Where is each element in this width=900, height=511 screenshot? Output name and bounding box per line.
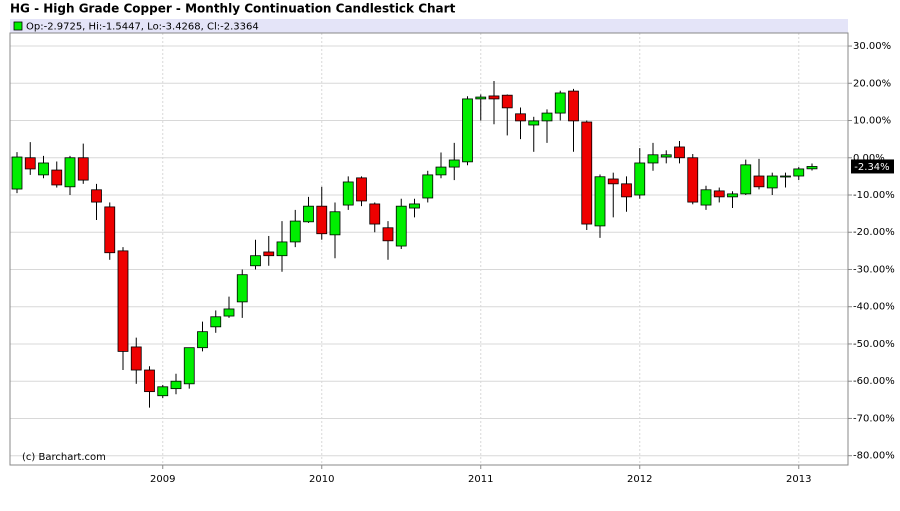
x-tick-label: 2013 — [786, 474, 811, 485]
candle-body — [104, 206, 116, 254]
candle-body — [223, 308, 235, 317]
candle-body — [197, 331, 208, 349]
candle-body — [541, 112, 553, 122]
y-tick-label: 30.00% — [853, 41, 891, 52]
x-tick-label: 2010 — [309, 474, 334, 485]
candle-body — [713, 190, 725, 198]
candle-body — [700, 189, 712, 206]
candle-body — [647, 154, 659, 164]
candle-body — [157, 386, 169, 397]
candle-body — [621, 183, 632, 198]
candle-body — [462, 98, 473, 163]
candle-body — [634, 162, 646, 196]
candle-body — [660, 154, 672, 158]
y-tick-label: -80.00% — [853, 451, 895, 462]
candle-body — [77, 157, 89, 181]
candle-body — [170, 380, 182, 390]
x-tick-label: 2009 — [150, 474, 175, 485]
y-tick-label: 20.00% — [853, 78, 891, 89]
candle-body — [607, 178, 619, 185]
candle-body — [289, 220, 301, 243]
y-tick-label: -30.00% — [853, 264, 895, 275]
candle-body — [594, 176, 606, 227]
candle-body — [753, 175, 765, 188]
candles — [11, 81, 818, 408]
candle-body — [780, 175, 791, 178]
y-tick-label: -10.00% — [853, 190, 895, 201]
candle-body — [263, 251, 275, 257]
candle-body — [674, 146, 685, 159]
candle-body — [130, 346, 142, 371]
candle-body — [236, 274, 248, 303]
candle-body — [727, 193, 738, 198]
x-tick-label: 2011 — [468, 474, 493, 485]
candle-body — [554, 92, 566, 114]
candle-body — [422, 174, 434, 199]
candle-body — [475, 96, 487, 100]
candle-body — [38, 162, 49, 176]
y-tick-label: -70.00% — [853, 413, 895, 424]
y-tick-label: -20.00% — [853, 227, 895, 238]
y-tick-label: -60.00% — [853, 376, 895, 387]
candle-body — [568, 90, 579, 122]
candle-body — [210, 316, 222, 328]
candle-body — [793, 168, 805, 177]
candle-body — [356, 177, 367, 202]
candle-body — [316, 205, 328, 235]
candle-body — [342, 181, 354, 206]
y-tick-label: -40.00% — [853, 302, 895, 313]
x-tick-label: 2012 — [627, 474, 652, 485]
candle-body — [528, 120, 540, 126]
y-tick-label: 10.00% — [853, 116, 891, 127]
plot-border — [9, 32, 849, 466]
chart-title: HG - High Grade Copper - Monthly Continu… — [10, 2, 456, 16]
candle-body — [766, 175, 778, 189]
y-tick-label: -50.00% — [853, 339, 895, 350]
candle-body — [64, 157, 76, 188]
candle-body — [183, 347, 195, 385]
candle-body — [144, 369, 155, 393]
legend-text: Op:-2.9725, Hi:-1.5447, Lo:-3.4268, Cl:-… — [26, 22, 259, 33]
candle-body — [515, 113, 526, 122]
candle-body — [448, 159, 460, 168]
candle-body — [51, 169, 63, 186]
y-tick-label: 0.00% — [853, 153, 885, 164]
candle-body — [276, 241, 288, 257]
legend-bar — [10, 19, 848, 33]
candle-body — [369, 203, 381, 225]
candle-body — [435, 166, 447, 176]
legend-marker — [13, 21, 23, 31]
candle-body — [117, 250, 129, 352]
last-value-box — [851, 159, 894, 174]
candle-body — [382, 227, 394, 242]
candle-body — [11, 156, 23, 190]
candle-body — [581, 121, 593, 225]
candle-body — [329, 211, 341, 236]
credit: (c) Barchart.com — [22, 452, 106, 463]
candle-body — [687, 157, 699, 203]
candle-body — [395, 205, 407, 247]
candle-body — [806, 166, 818, 170]
candle-body — [488, 95, 500, 100]
candle-body — [250, 255, 261, 267]
candle-body — [740, 164, 752, 195]
candle-body — [303, 205, 314, 223]
candle-body — [24, 157, 36, 170]
last-value-label: -2.34% — [854, 162, 889, 173]
candle-body — [91, 189, 102, 203]
candle-body — [501, 94, 513, 109]
candle-body — [409, 203, 420, 209]
